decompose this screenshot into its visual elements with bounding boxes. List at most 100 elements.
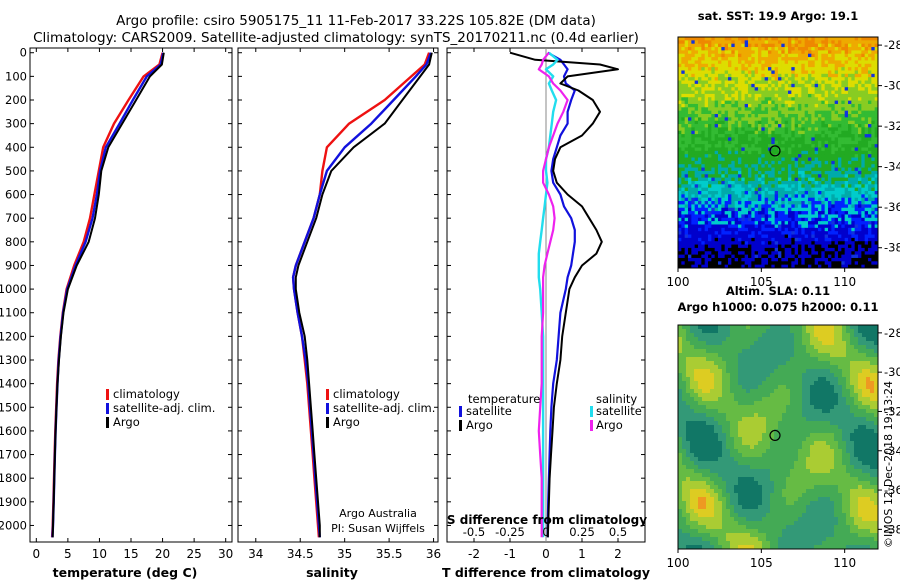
map-cell	[801, 154, 806, 158]
map-cell	[818, 184, 822, 189]
map-cell	[802, 361, 807, 366]
map-cell	[844, 137, 849, 142]
map-cell	[741, 187, 746, 192]
map-cell	[824, 264, 829, 269]
map-cell	[684, 201, 689, 205]
map-cell	[841, 211, 846, 215]
map-cell	[824, 40, 829, 45]
map-cell	[744, 160, 749, 165]
map-cell	[774, 87, 779, 91]
map-cell	[824, 180, 829, 185]
map-cell	[714, 80, 719, 85]
map-cell	[708, 47, 712, 51]
map-cell	[678, 257, 682, 262]
y-tick-label: 2000	[0, 518, 27, 532]
map-cell	[721, 204, 726, 209]
map-cell	[858, 114, 862, 118]
map-cell	[818, 345, 823, 350]
map-cell	[782, 357, 787, 362]
map-cell	[851, 231, 856, 235]
map-cell	[868, 164, 872, 168]
map-cell	[841, 57, 846, 61]
map-cell	[774, 204, 779, 209]
map-cell	[781, 234, 786, 239]
map-cell	[781, 80, 786, 85]
map-cell	[861, 63, 866, 68]
map-cell	[842, 341, 847, 346]
map-cell	[824, 73, 829, 78]
map-cell	[834, 177, 839, 182]
map-cell	[721, 60, 726, 65]
map-cell	[718, 47, 722, 51]
map-cell	[791, 97, 796, 102]
map-cell	[834, 341, 839, 346]
map-cell	[874, 247, 879, 252]
map-cell	[841, 187, 846, 192]
map-cell	[764, 224, 769, 229]
map-cell	[688, 107, 692, 112]
map-cell	[861, 114, 866, 118]
x-axis-label: salinity	[306, 565, 358, 580]
map-cell	[750, 333, 755, 338]
map-cell	[688, 261, 692, 266]
map-cell	[681, 147, 686, 152]
map-cell	[808, 237, 812, 242]
map-cell	[694, 333, 699, 338]
map-cell	[810, 365, 815, 370]
map-cell	[861, 231, 866, 235]
map-cell	[761, 264, 766, 269]
map-cell	[798, 140, 802, 145]
map-cell	[734, 214, 739, 219]
map-cell	[808, 257, 812, 262]
map-cell	[734, 341, 739, 346]
map-cell	[794, 167, 799, 172]
map-cell	[741, 70, 746, 75]
map-cell	[762, 365, 767, 370]
map-cell	[678, 244, 682, 249]
map-cell	[714, 341, 719, 346]
map-cell	[731, 211, 736, 215]
map-cell	[794, 261, 799, 266]
map-cell	[734, 184, 739, 189]
map-cell	[824, 127, 829, 132]
map-cell	[711, 103, 716, 108]
map-cell	[751, 257, 756, 262]
map-cell	[778, 197, 782, 202]
map-cell	[764, 40, 769, 45]
map-cell	[758, 329, 763, 334]
map-cell	[708, 114, 712, 118]
map-cell	[708, 87, 712, 91]
map-cell	[751, 73, 756, 78]
map-cell	[874, 251, 879, 256]
map-cell	[748, 224, 752, 229]
map-cell	[698, 160, 702, 165]
map-cell	[764, 134, 769, 138]
x-tick-label: 110	[833, 275, 856, 289]
map-cell	[818, 130, 822, 135]
map-cell	[798, 221, 802, 225]
map-cell	[798, 50, 802, 55]
map-cell	[764, 80, 769, 85]
map-cell	[834, 167, 839, 172]
map-cell	[824, 100, 829, 105]
map-cell	[826, 357, 831, 362]
map-cell	[731, 140, 736, 145]
map-cell	[758, 43, 762, 48]
map-cell	[711, 140, 716, 145]
map-cell	[741, 37, 746, 41]
map-cell	[774, 333, 779, 338]
map-cell	[848, 150, 852, 155]
map-cell	[801, 127, 806, 132]
map-cell	[871, 57, 876, 61]
map-cell	[694, 47, 699, 51]
map-cell	[811, 184, 816, 189]
map-cell	[874, 201, 879, 205]
map-cell	[701, 154, 706, 158]
map-cell	[768, 127, 772, 132]
map-cell	[858, 103, 862, 108]
map-cell	[754, 329, 759, 334]
map-cell	[718, 207, 722, 212]
map-cell	[698, 369, 703, 374]
map-cell	[851, 144, 856, 148]
map-cell	[764, 247, 769, 252]
